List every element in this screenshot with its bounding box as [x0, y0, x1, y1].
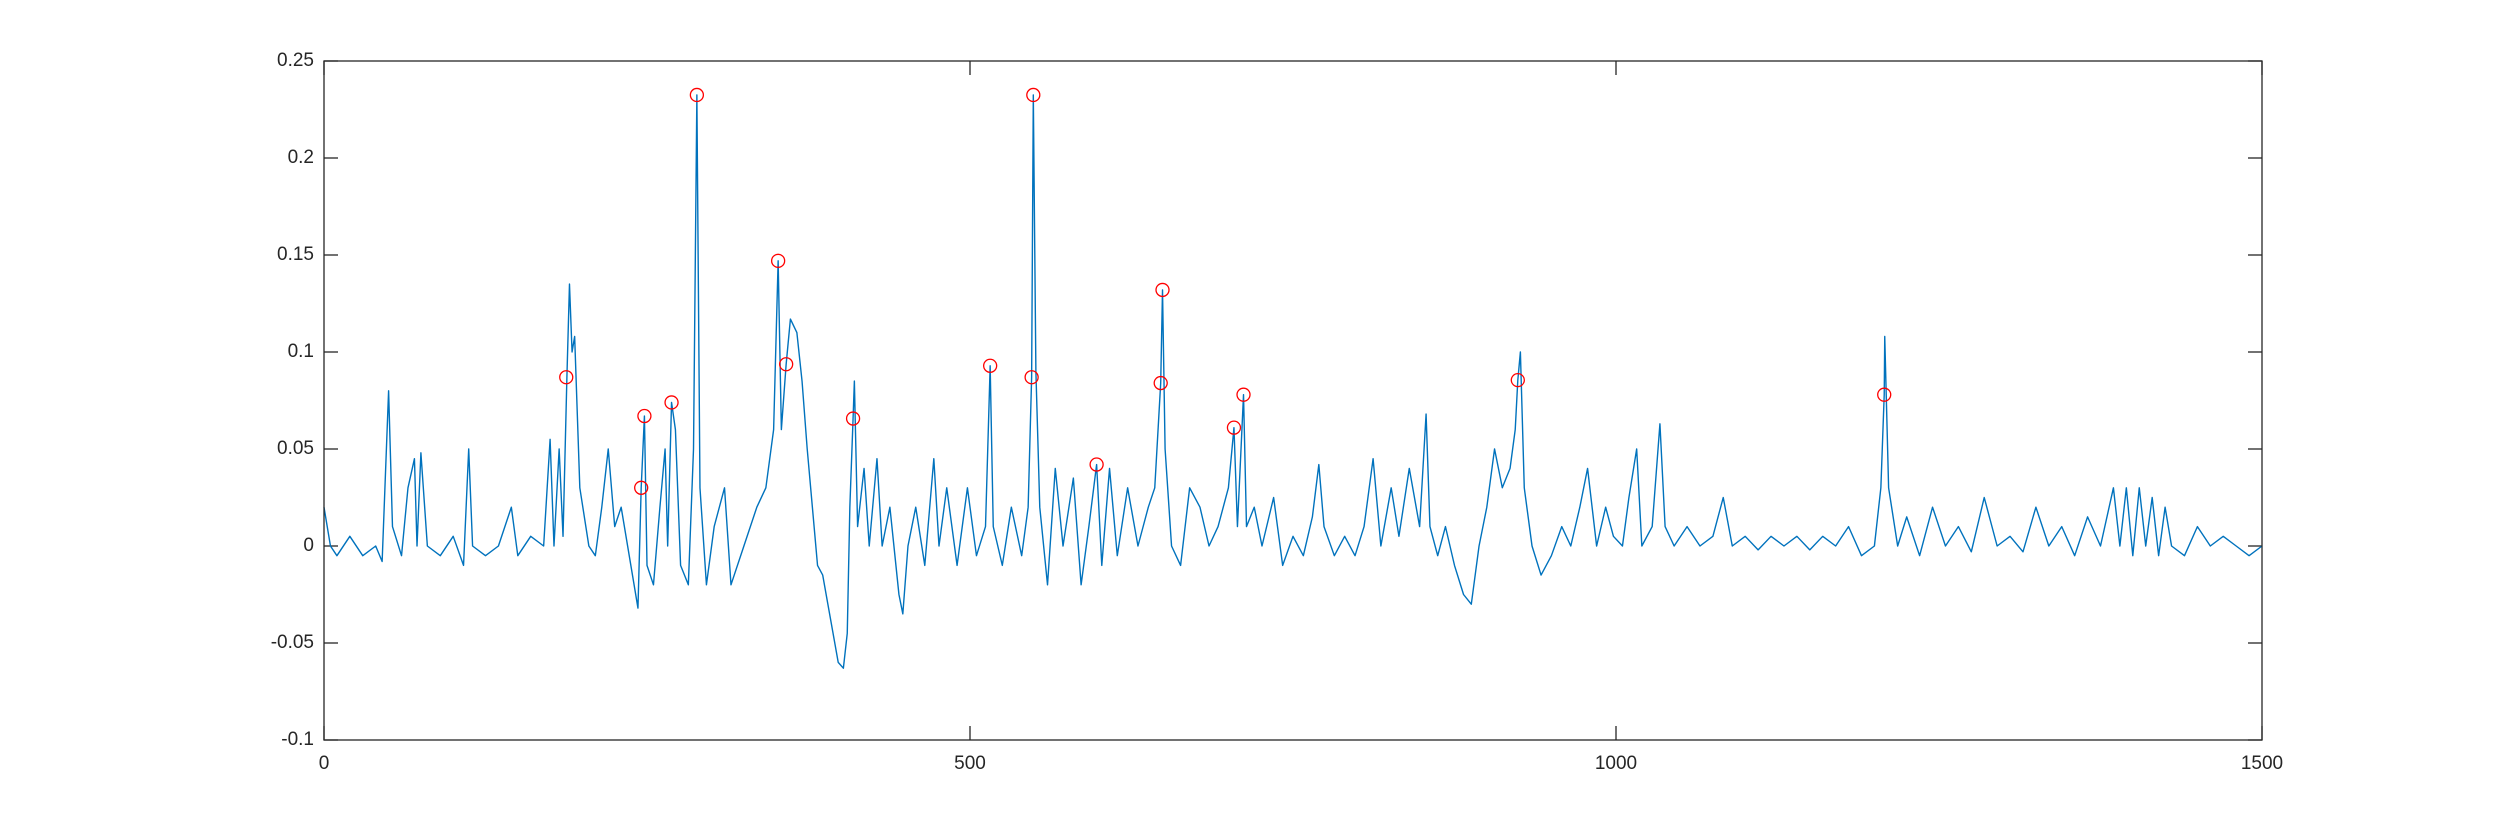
peak-marker	[1236, 387, 1251, 402]
y-tick-label: -0.1	[281, 729, 314, 750]
peak-marker	[845, 411, 861, 426]
y-tick-label: 0.1	[288, 341, 314, 362]
peak-marker	[1877, 387, 1892, 402]
peak-marker	[983, 358, 998, 373]
peak-marker	[664, 395, 679, 410]
peak-marker	[1089, 457, 1104, 472]
x-tick-label: 500	[954, 753, 986, 774]
peak-marker	[1155, 282, 1170, 298]
peak-marker	[778, 357, 794, 372]
x-tick-label: 1000	[1595, 753, 1637, 774]
y-tick-label: 0.2	[288, 147, 314, 168]
peak-marker	[770, 253, 786, 268]
x-tick-label: 0	[319, 753, 330, 774]
axes-box	[323, 60, 2263, 741]
y-tick-label: 0.25	[277, 50, 314, 71]
y-tick-label: -0.05	[271, 632, 314, 653]
x-tick-label: 1500	[2241, 753, 2283, 774]
peak-marker	[1026, 87, 1041, 103]
peak-marker	[634, 480, 649, 495]
peak-marker	[689, 87, 705, 103]
peak-marker	[1153, 375, 1168, 391]
y-tick-label: 0.05	[277, 438, 314, 459]
peak-marker	[559, 370, 574, 385]
y-tick-label: 0	[303, 535, 314, 556]
peak-marker	[637, 408, 652, 424]
peak-marker	[1226, 420, 1242, 435]
y-tick-label: 0.15	[277, 244, 314, 265]
peak-marker	[1024, 370, 1039, 385]
peak-marker	[1510, 372, 1525, 388]
signal-line	[323, 94, 2263, 669]
